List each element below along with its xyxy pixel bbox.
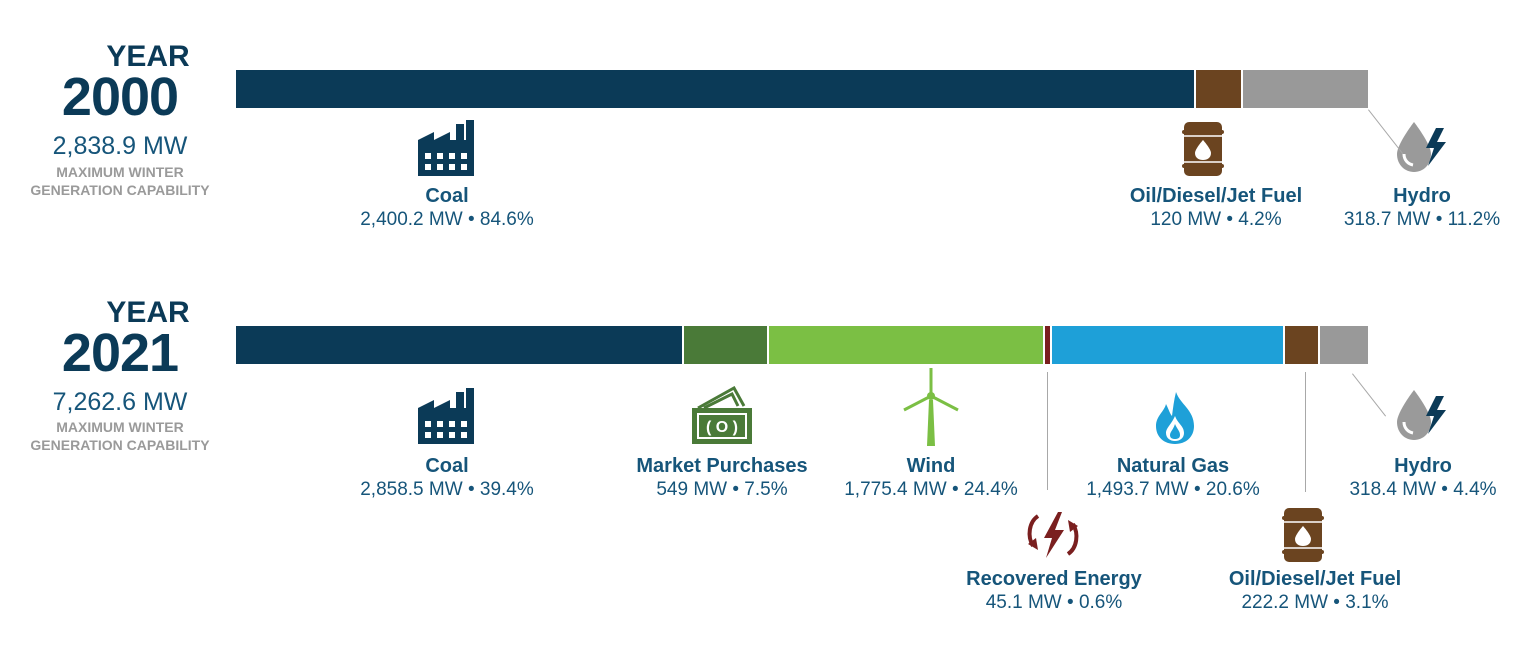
segment-name: Oil/Diesel/Jet Fuel xyxy=(1228,568,1402,590)
wind-turbine-icon xyxy=(903,368,959,446)
svg-text:( O ): ( O ) xyxy=(706,419,738,436)
bar-segment-wind xyxy=(766,326,1044,364)
segment-name: Wind xyxy=(906,455,956,477)
year-value: 2021 xyxy=(61,323,179,383)
label-recovered-energy: Recovered Energy 45.1 MW • 0.6% xyxy=(924,567,1184,615)
label-market: Market Purchases 549 MW • 7.5% xyxy=(592,454,852,502)
segment-name: Recovered Energy xyxy=(966,568,1142,590)
stacked-bar-2021 xyxy=(236,326,1368,364)
segment-name: Market Purchases xyxy=(636,455,808,477)
bar-segment-hydro xyxy=(1318,326,1368,364)
bar-segment-market-purchases xyxy=(682,326,767,364)
leader-line xyxy=(1047,372,1048,490)
money-icon: ( O ) xyxy=(692,386,752,444)
year-label: YEAR xyxy=(106,40,190,73)
bar-segment-oil-diesel-jet-fuel xyxy=(1193,70,1242,108)
segment-value: 2,858.5 MW • 39.4% xyxy=(360,479,534,500)
flame-icon xyxy=(1156,392,1194,444)
bar-segment-coal xyxy=(236,326,682,364)
total-capacity: 7,262.6 MW xyxy=(52,388,188,416)
segment-value: 222.2 MW • 3.1% xyxy=(1241,592,1389,613)
bar-segment-natural-gas xyxy=(1049,326,1284,364)
hydro-drop-bolt-icon xyxy=(1397,390,1446,440)
segment-name: Natural Gas xyxy=(1116,455,1230,477)
subtitle-line-1: MAXIMUM WINTER xyxy=(56,419,184,435)
bar-segment-coal xyxy=(236,70,1194,108)
total-capacity: 2,838.9 MW xyxy=(52,132,188,160)
label-hydro: Hydro 318.7 MW • 11.2% xyxy=(1292,184,1530,232)
year-value: 2000 xyxy=(61,67,179,127)
label-oil: Oil/Diesel/Jet Fuel 120 MW • 4.2% xyxy=(1086,184,1346,232)
label-natural-gas: Natural Gas 1,493.7 MW • 20.6% xyxy=(1043,454,1303,502)
bar-segment-oil-diesel-jet-fuel xyxy=(1283,326,1319,364)
segment-value: 318.7 MW • 11.2% xyxy=(1343,209,1501,230)
subtitle-line-2: GENERATION CAPABILITY xyxy=(30,437,210,453)
subtitle-line-2: GENERATION CAPABILITY xyxy=(30,182,210,198)
leader-line xyxy=(1305,372,1306,492)
segment-value: 120 MW • 4.2% xyxy=(1150,209,1282,230)
oil-barrel-icon xyxy=(1182,122,1224,176)
segment-name: Hydro xyxy=(1394,455,1452,477)
segment-value: 318.4 MW • 4.4% xyxy=(1349,479,1497,500)
segment-value: 45.1 MW • 0.6% xyxy=(985,592,1123,613)
hydro-drop-bolt-icon xyxy=(1397,122,1446,172)
segment-value: 549 MW • 7.5% xyxy=(656,479,788,500)
segment-name: Hydro xyxy=(1393,185,1451,207)
segment-name: Coal xyxy=(425,185,469,207)
factory-icon xyxy=(418,120,474,176)
factory-icon xyxy=(418,388,474,444)
bar-segment-recovered-energy xyxy=(1043,326,1050,364)
label-coal: Coal 2,400.2 MW • 84.6% xyxy=(317,184,577,232)
leader-line xyxy=(1352,373,1387,417)
bar-segment-hydro xyxy=(1241,70,1368,108)
label-hydro: Hydro 318.4 MW • 4.4% xyxy=(1293,454,1530,502)
label-coal: Coal 2,858.5 MW • 39.4% xyxy=(317,454,577,502)
stacked-bar-2000 xyxy=(236,70,1368,108)
segment-value: 1,493.7 MW • 20.6% xyxy=(1086,479,1260,500)
label-oil: Oil/Diesel/Jet Fuel 222.2 MW • 3.1% xyxy=(1185,567,1445,615)
year-label: YEAR xyxy=(106,296,190,329)
segment-value: 1,775.4 MW • 24.4% xyxy=(844,479,1018,500)
subtitle-line-1: MAXIMUM WINTER xyxy=(56,164,184,180)
segment-value: 2,400.2 MW • 84.6% xyxy=(360,209,534,230)
recovered-energy-icon xyxy=(1027,512,1079,558)
segment-name: Coal xyxy=(425,455,469,477)
segment-name: Oil/Diesel/Jet Fuel xyxy=(1129,185,1303,207)
oil-barrel-icon xyxy=(1282,508,1324,562)
label-wind: Wind 1,775.4 MW • 24.4% xyxy=(801,454,1061,502)
